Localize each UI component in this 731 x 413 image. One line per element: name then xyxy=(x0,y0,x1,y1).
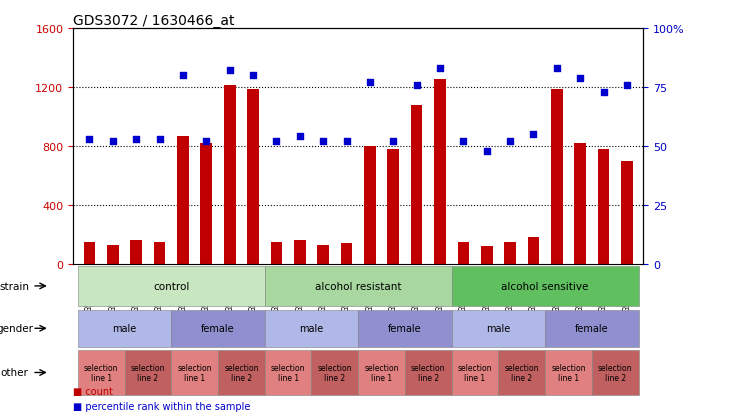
Bar xyxy=(154,242,165,264)
Bar xyxy=(224,86,235,264)
Point xyxy=(107,138,118,145)
Point xyxy=(575,75,586,82)
Bar xyxy=(621,161,633,264)
Point xyxy=(504,138,516,145)
FancyBboxPatch shape xyxy=(171,310,265,347)
Point xyxy=(270,138,282,145)
Bar xyxy=(551,90,563,264)
Point xyxy=(83,136,95,143)
Text: selection
line 2: selection line 2 xyxy=(411,363,445,382)
Text: alcohol resistant: alcohol resistant xyxy=(315,281,401,291)
FancyBboxPatch shape xyxy=(77,266,265,306)
Text: ■ percentile rank within the sample: ■ percentile rank within the sample xyxy=(73,401,251,411)
Text: selection
line 1: selection line 1 xyxy=(271,363,306,382)
Point xyxy=(200,138,212,145)
Text: selection
line 2: selection line 2 xyxy=(598,363,632,382)
Text: GDS3072 / 1630466_at: GDS3072 / 1630466_at xyxy=(73,14,235,28)
Bar xyxy=(387,150,399,264)
Bar xyxy=(504,242,516,264)
Bar xyxy=(200,144,212,264)
FancyBboxPatch shape xyxy=(171,351,218,394)
Bar xyxy=(481,247,493,264)
FancyBboxPatch shape xyxy=(452,310,545,347)
Point xyxy=(247,73,259,79)
Bar xyxy=(434,80,446,264)
Text: selection
line 1: selection line 1 xyxy=(178,363,212,382)
FancyBboxPatch shape xyxy=(265,351,311,394)
FancyBboxPatch shape xyxy=(265,266,452,306)
Point xyxy=(551,66,563,72)
Bar xyxy=(458,243,469,264)
Text: selection
line 1: selection line 1 xyxy=(551,363,586,382)
FancyBboxPatch shape xyxy=(77,310,171,347)
FancyBboxPatch shape xyxy=(265,310,358,347)
FancyBboxPatch shape xyxy=(124,351,171,394)
Point xyxy=(458,138,469,145)
FancyBboxPatch shape xyxy=(311,351,358,394)
Text: female: female xyxy=(575,323,609,333)
Text: male: male xyxy=(299,323,324,333)
Bar xyxy=(317,245,329,264)
Point xyxy=(621,82,633,89)
Point xyxy=(177,73,189,79)
Text: ■ count: ■ count xyxy=(73,387,113,396)
Text: selection
line 2: selection line 2 xyxy=(317,363,352,382)
Point xyxy=(154,136,165,143)
Text: alcohol sensitive: alcohol sensitive xyxy=(501,281,589,291)
FancyBboxPatch shape xyxy=(358,351,405,394)
Bar xyxy=(598,150,610,264)
Point xyxy=(317,138,329,145)
Point xyxy=(481,148,493,154)
Bar xyxy=(177,136,189,264)
FancyBboxPatch shape xyxy=(452,266,639,306)
Bar xyxy=(575,144,586,264)
FancyBboxPatch shape xyxy=(218,351,265,394)
Text: female: female xyxy=(388,323,422,333)
Text: other: other xyxy=(1,368,29,377)
Point xyxy=(434,66,446,72)
FancyBboxPatch shape xyxy=(499,351,545,394)
Text: selection
line 2: selection line 2 xyxy=(224,363,259,382)
Text: gender: gender xyxy=(0,323,33,333)
Text: female: female xyxy=(201,323,235,333)
Point xyxy=(411,82,423,89)
Bar xyxy=(364,147,376,264)
Text: male: male xyxy=(486,323,510,333)
Text: selection
line 1: selection line 1 xyxy=(84,363,118,382)
Bar xyxy=(341,244,352,264)
Bar xyxy=(411,105,423,264)
Point xyxy=(224,68,235,75)
Text: male: male xyxy=(113,323,137,333)
Bar xyxy=(528,237,539,264)
FancyBboxPatch shape xyxy=(358,310,452,347)
Point xyxy=(598,89,610,96)
Bar xyxy=(130,241,142,264)
Bar xyxy=(294,241,306,264)
Text: selection
line 1: selection line 1 xyxy=(458,363,492,382)
Text: selection
line 2: selection line 2 xyxy=(131,363,165,382)
FancyBboxPatch shape xyxy=(405,351,452,394)
FancyBboxPatch shape xyxy=(77,351,124,394)
Text: selection
line 2: selection line 2 xyxy=(504,363,539,382)
Bar xyxy=(270,242,282,264)
Point xyxy=(364,80,376,86)
FancyBboxPatch shape xyxy=(545,310,639,347)
Point xyxy=(294,134,306,140)
FancyBboxPatch shape xyxy=(452,351,499,394)
Text: selection
line 1: selection line 1 xyxy=(364,363,399,382)
FancyBboxPatch shape xyxy=(592,351,639,394)
Point xyxy=(387,138,399,145)
Text: control: control xyxy=(153,281,189,291)
FancyBboxPatch shape xyxy=(545,351,592,394)
Point xyxy=(130,136,142,143)
Point xyxy=(528,131,539,138)
Bar xyxy=(247,90,259,264)
Point xyxy=(341,138,352,145)
Text: strain: strain xyxy=(0,281,30,291)
Bar xyxy=(83,242,95,264)
Bar xyxy=(107,245,118,264)
